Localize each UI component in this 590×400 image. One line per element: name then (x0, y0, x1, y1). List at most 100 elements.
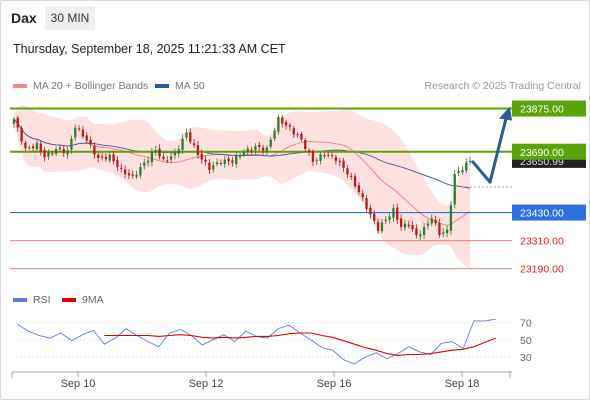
candle-body-100 (396, 207, 399, 220)
x-label-0: Sep 10 (61, 378, 96, 390)
candle-body-0 (12, 119, 16, 124)
candle-body-65 (261, 147, 265, 151)
candle-body-107 (422, 227, 426, 235)
timeframe-button[interactable]: 30 MIN (45, 6, 95, 30)
candle-body-69 (277, 116, 280, 132)
candle-body-68 (273, 130, 276, 139)
rsi-tick-2: 30 (520, 352, 532, 364)
candle-body-14 (66, 150, 69, 155)
candle-body-52 (212, 165, 215, 170)
candle-body-72 (288, 125, 292, 127)
candle-body-74 (296, 134, 299, 136)
candle-body-79 (315, 159, 318, 161)
candle-body-3 (24, 142, 27, 149)
candle-body-43 (177, 149, 180, 154)
candle-body-86 (342, 160, 345, 168)
candle-body-60 (242, 152, 246, 155)
candle-body-80 (319, 154, 322, 161)
legend-ma20: MA 20 + Bollinger Bands (13, 80, 148, 92)
candle-body-104 (411, 225, 414, 230)
candle-body-98 (388, 216, 391, 220)
candle-body-117 (461, 169, 464, 173)
forecast-path (470, 118, 508, 184)
level-label-top: 23690.00 (520, 147, 564, 159)
candle-body-76 (304, 140, 307, 149)
candle-body-62 (250, 149, 253, 151)
level-label-2: 23430.00 (520, 208, 564, 220)
candle-body-11 (54, 149, 58, 154)
candle-body-89 (353, 176, 357, 187)
candle-body-118 (465, 162, 468, 171)
rsi-ma-line (104, 332, 496, 356)
candle-body-13 (62, 149, 65, 154)
bollinger-band (13, 105, 471, 270)
level-label-bg-top (512, 143, 586, 160)
candle-body-70 (281, 117, 284, 124)
level-label-4: 23190.00 (520, 264, 564, 276)
candle-body-26 (112, 154, 115, 162)
candle-body-36 (150, 152, 154, 163)
candle-body-55 (223, 159, 226, 165)
legend-rsi-ma: 9MA (62, 294, 104, 306)
candle-body-101 (399, 218, 403, 227)
candle-body-90 (357, 185, 361, 193)
candle-body-28 (120, 167, 123, 169)
candle-body-2 (20, 127, 23, 142)
candle-body-35 (146, 160, 150, 163)
candle-body-29 (123, 169, 127, 175)
candle-body-81 (323, 155, 326, 157)
level-label-bg-2 (512, 204, 586, 221)
candle-body-17 (77, 128, 81, 130)
candle-body-108 (426, 223, 430, 226)
rsi-swatch (13, 298, 27, 302)
candle-body-111 (438, 223, 441, 236)
ma50-label: MA 50 (175, 80, 205, 92)
candle-body-93 (369, 207, 372, 215)
candle-body-5 (31, 146, 35, 149)
candle-body-96 (380, 222, 384, 232)
top-bar: Dax 30 MIN (0, 0, 590, 36)
rsi-panel: 70 50 30 (12, 318, 532, 365)
candle-body-6 (35, 142, 39, 150)
candle-body-8 (43, 150, 46, 158)
rsi-tick-0: 70 (520, 318, 532, 330)
candle-body-51 (208, 162, 211, 170)
candle-body-10 (51, 153, 54, 155)
candle-body-95 (376, 222, 380, 231)
ma20-label: MA 20 + Bollinger Bands (33, 80, 149, 92)
candle-body-114 (449, 205, 453, 231)
candle-body-58 (235, 155, 238, 165)
candle-body-39 (162, 156, 165, 160)
candle-body-40 (166, 160, 169, 162)
candle-body-12 (58, 147, 62, 149)
candle-body-20 (89, 139, 92, 145)
candle-body-4 (28, 147, 31, 149)
candle-body-77 (307, 150, 311, 153)
legend-ma50: MA 50 (155, 80, 205, 92)
candle-body-33 (139, 167, 142, 176)
candle-body-61 (246, 148, 249, 153)
candle-body-106 (419, 234, 422, 237)
x-label-2: Sep 16 (317, 378, 352, 390)
rsi-ma-swatch (62, 298, 76, 302)
candle-body-38 (158, 148, 161, 157)
candle-body-109 (430, 218, 433, 224)
candle-body-34 (143, 162, 146, 166)
candle-body-1 (16, 117, 19, 128)
candle-body-49 (200, 153, 203, 160)
candle-body-112 (442, 232, 445, 234)
candle-body-103 (407, 224, 410, 227)
bollinger-band-area (13, 105, 471, 270)
candle-body-113 (445, 229, 449, 234)
symbol-name: Dax (11, 10, 37, 26)
rsi-ma-label: 9MA (82, 294, 104, 306)
candle-body-46 (189, 132, 192, 142)
candle-body-110 (434, 219, 437, 224)
candle-body-19 (85, 135, 88, 141)
rsi-label: RSI (33, 294, 51, 306)
candle-body-45 (185, 132, 188, 138)
candle-body-73 (292, 128, 295, 135)
candle-body-87 (346, 168, 349, 175)
candle-body-30 (127, 173, 131, 176)
